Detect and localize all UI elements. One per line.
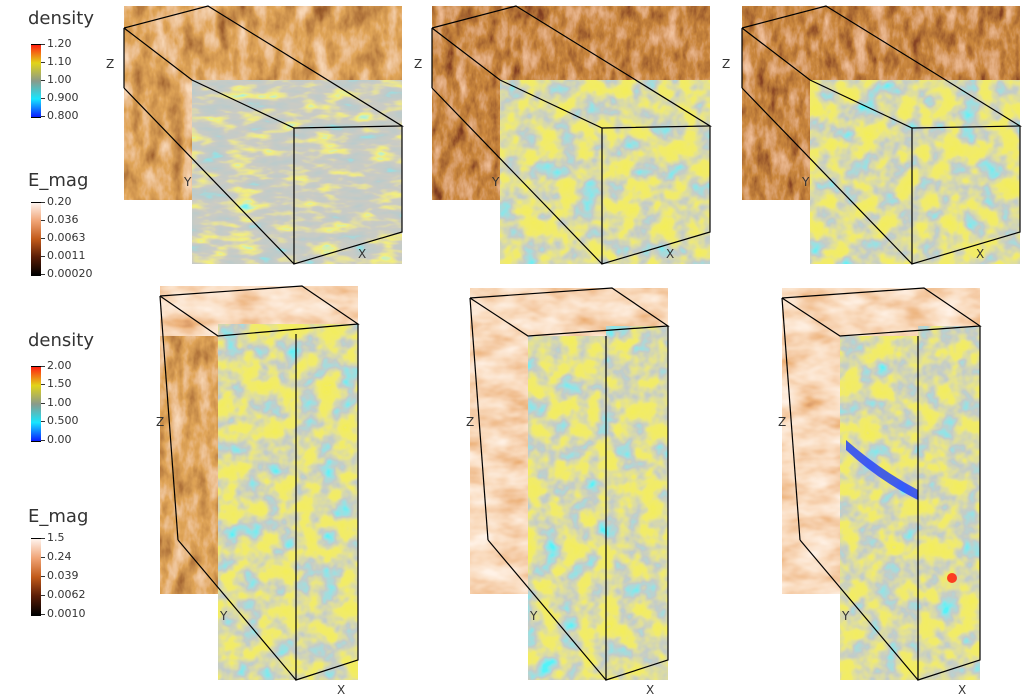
end-density-face xyxy=(918,326,980,680)
colorbar-emag xyxy=(31,202,41,276)
axis-label-z: Z xyxy=(106,57,114,71)
side-face-emag xyxy=(432,28,500,200)
tick-label: 0.00020 xyxy=(41,268,93,280)
axis-label-x: X xyxy=(337,683,345,697)
tick-label: 2.00 xyxy=(41,360,72,372)
volume-panel-top-middle: Z Y X xyxy=(414,5,713,265)
tick-label: 1.5 xyxy=(41,532,65,544)
side-face-emag xyxy=(160,296,218,594)
legend-title: density xyxy=(28,8,94,29)
end-density-face xyxy=(296,324,358,680)
axis-label-z: Z xyxy=(778,415,786,429)
tick-label: 1.00 xyxy=(41,397,72,409)
tick-label: 0.0010 xyxy=(41,608,86,620)
volume-panel-top-right: Z Y X xyxy=(722,5,1023,265)
colorbar-density xyxy=(31,44,41,118)
front-density-face xyxy=(192,80,294,264)
end-density-face xyxy=(606,326,668,680)
front-density-face xyxy=(528,336,606,680)
front-density-face xyxy=(218,334,296,680)
axis-label-z: Z xyxy=(722,57,730,71)
volume-panel-top-left: Z Y X xyxy=(106,5,405,265)
tick-label: 0.0011 xyxy=(41,250,86,262)
tick-label: 1.20 xyxy=(41,38,72,50)
tick-label: 0.036 xyxy=(41,214,79,226)
side-face-emag xyxy=(470,298,528,594)
volume-panel-bottom-right: Z Y X xyxy=(778,287,982,697)
axis-label-y: Y xyxy=(491,175,500,189)
tick-label: 0.039 xyxy=(41,570,79,582)
side-face-emag xyxy=(742,28,810,200)
axis-label-x: X xyxy=(958,683,966,697)
colorbar-density xyxy=(31,366,41,442)
top-face xyxy=(124,6,402,126)
top-face xyxy=(742,6,1020,126)
tick-label: 1.10 xyxy=(41,56,72,68)
low-density-streak xyxy=(846,440,918,500)
volume-panel-bottom-left: Z Y X xyxy=(156,285,360,697)
volume-panel-bottom-middle: Z Y X xyxy=(466,287,670,697)
side-face-emag xyxy=(124,28,192,200)
colorbar-emag xyxy=(31,538,41,616)
axis-label-y: Y xyxy=(219,609,228,623)
axis-label-y: Y xyxy=(183,175,192,189)
axis-label-z: Z xyxy=(414,57,422,71)
axis-label-y: Y xyxy=(841,609,850,623)
tick-label: 0.0062 xyxy=(41,589,86,601)
axis-label-x: X xyxy=(646,683,654,697)
side-face-emag xyxy=(782,298,840,594)
end-density-face xyxy=(602,126,710,264)
tick-label: 0.24 xyxy=(41,551,72,563)
high-density-spot xyxy=(947,573,957,583)
front-density-face xyxy=(810,80,912,264)
top-face xyxy=(782,288,980,336)
tick-label: 1.00 xyxy=(41,74,72,86)
axis-label-x: X xyxy=(358,247,366,261)
axis-label-x: X xyxy=(976,247,984,261)
top-density-face xyxy=(810,80,1020,128)
tick-label: 0.900 xyxy=(41,92,79,104)
tick-label: 1.50 xyxy=(41,378,72,390)
axis-label-z: Z xyxy=(466,415,474,429)
top-density-face xyxy=(500,80,710,128)
axis-label-y: Y xyxy=(529,609,538,623)
axis-label-x: X xyxy=(666,247,674,261)
legend-title: E_mag xyxy=(28,506,89,527)
tick-label: 0.800 xyxy=(41,110,79,122)
axis-label-z: Z xyxy=(156,415,164,429)
tick-label: 0.20 xyxy=(41,196,72,208)
tick-label: 0.00 xyxy=(41,434,72,446)
axis-label-y: Y xyxy=(801,175,810,189)
front-density-face xyxy=(500,80,602,264)
front-density-face xyxy=(840,336,918,680)
tick-label: 0.0063 xyxy=(41,232,86,244)
end-density-face xyxy=(294,126,402,264)
legend-title: density xyxy=(28,330,94,351)
tick-label: 0.500 xyxy=(41,415,79,427)
top-face xyxy=(160,286,358,336)
top-face xyxy=(432,6,710,126)
legend-title: E_mag xyxy=(28,170,89,191)
top-face xyxy=(470,288,668,336)
end-density-face xyxy=(912,126,1020,264)
